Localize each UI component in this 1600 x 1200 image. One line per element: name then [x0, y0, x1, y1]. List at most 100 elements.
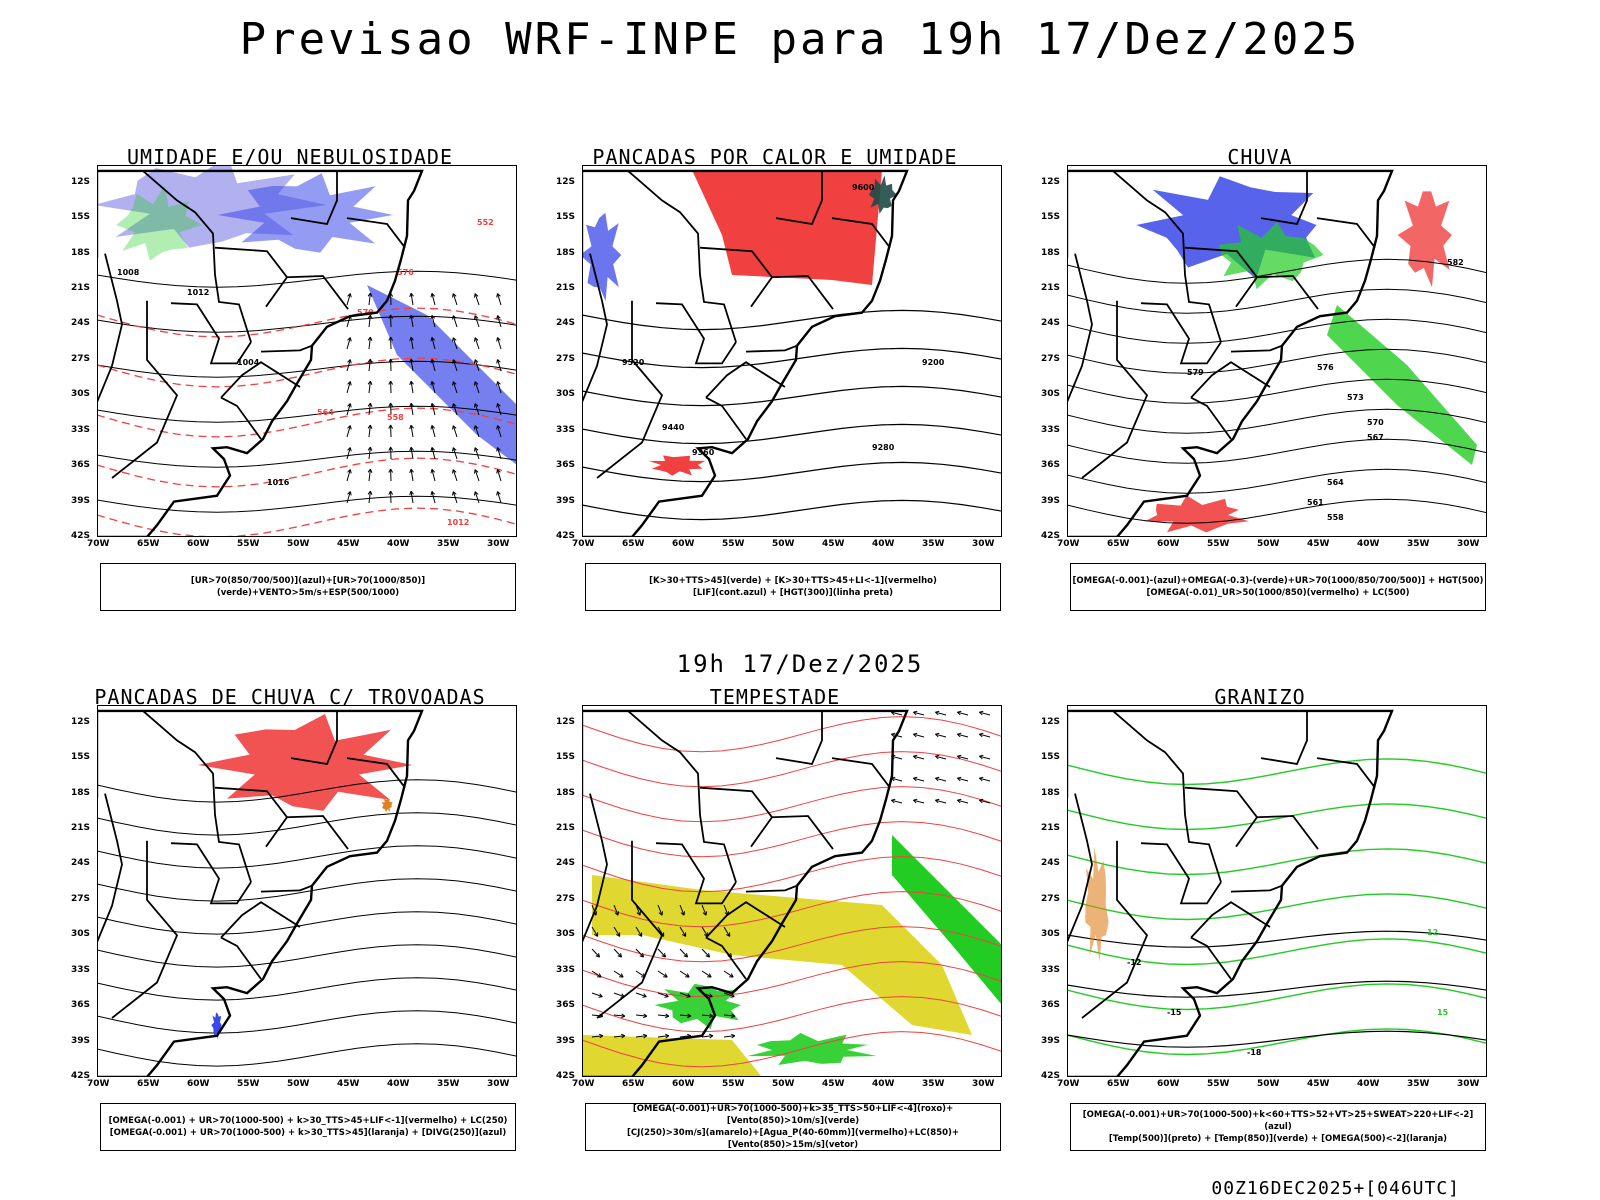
- map-granizo: -12 -15 -18 12 15 12S 15S 18S 21S 24S 27S 30S 33S 36S…: [1041, 705, 1487, 1089]
- lat-tick-label: 30S: [556, 389, 576, 400]
- border-line: [1316, 757, 1376, 789]
- border-line: [655, 842, 737, 905]
- rain-band-green: [1327, 305, 1477, 465]
- lat-tick-label: 15S: [1041, 212, 1061, 223]
- border-line: [831, 217, 891, 249]
- lat-tick-label: 33S: [556, 424, 576, 435]
- divergence-area: [211, 1012, 222, 1040]
- pressure-contour: [97, 360, 517, 378]
- legend-line: [OMEGA(-0.001)+UR>70(1000-500)+k>35_TTS>…: [632, 1104, 954, 1126]
- lat-tick-label: 18S: [71, 247, 91, 258]
- temp850-contour: [1067, 848, 1487, 876]
- lon-tick-label: 60W: [187, 1079, 210, 1089]
- lat-tick-label: 30S: [71, 929, 91, 940]
- lat-tick-label: 24S: [71, 318, 91, 329]
- hgt500-contour: [1067, 258, 1487, 284]
- lat-tick-label: 39S: [556, 495, 576, 506]
- lon-tick-label: 30W: [487, 1079, 510, 1089]
- lat-tick-label: 33S: [71, 964, 91, 975]
- map-chuva: 582 579 576 573 570 567 564 561 558 12S 15S 18S 21S 2…: [1041, 165, 1487, 549]
- contour-label: 9280: [872, 443, 895, 452]
- border-line: [1067, 253, 1093, 405]
- contour-label: 573: [1347, 393, 1364, 402]
- lat-tick-label: 27S: [71, 353, 91, 364]
- rain-area-red: [1397, 191, 1452, 288]
- lon-tick-label: 30W: [1457, 539, 1480, 549]
- heat-shower-area-green: [869, 175, 897, 214]
- contour-label: 1004: [237, 358, 260, 367]
- lon-tick-label: 35W: [437, 1079, 460, 1089]
- border-line: [582, 170, 737, 343]
- contour-label: 1012: [447, 518, 469, 527]
- border-line: [1184, 246, 1258, 278]
- lc850-contour: [582, 856, 1002, 893]
- streamline: [97, 812, 517, 836]
- lif-contour-area: [582, 212, 622, 301]
- coastline: [1067, 169, 1394, 537]
- lc850-contour: [582, 926, 1002, 963]
- lon-tick-label: 65W: [137, 539, 160, 549]
- contour-label: -12: [1127, 958, 1141, 967]
- wind-area-green: [892, 835, 1002, 1005]
- border-line: [699, 786, 773, 818]
- lat-tick-label: 18S: [556, 247, 576, 258]
- hgt500-contour: [1067, 438, 1487, 464]
- rain-area-red: [1144, 495, 1249, 533]
- border-line: [346, 757, 406, 789]
- panel-umidade: UMIDADE E/OU NEBULOSIDADE 1012 1008 1004 10…: [50, 145, 530, 620]
- temp500-contour: [1067, 980, 1487, 998]
- border-line: [170, 842, 252, 905]
- thickness-contour: [97, 307, 517, 338]
- lat-tick-label: 30S: [556, 929, 576, 940]
- map-canvas: 1012 1008 1004 1016 1012 576 570 564 558 552: [97, 165, 517, 537]
- lon-tick-label: 30W: [1457, 1079, 1480, 1089]
- map-tempestade: 12S 15S 18S 21S 24S 27S 30S 33S 36S 39S 42S 70W 65W 6…: [556, 705, 1002, 1089]
- border-line: [1235, 815, 1319, 850]
- panel-tempestade: TEMPESTADE 12S 15S 18S 21S 24S 27S 30S 33S 36S 39…: [535, 685, 1015, 1160]
- contour-label: 561: [1307, 498, 1324, 507]
- lat-tick-label: 21S: [556, 283, 576, 293]
- jet-stream-area-yellow: [592, 875, 972, 1035]
- hgt-contour: [582, 347, 1002, 369]
- lat-tick-label: 42S: [1041, 531, 1061, 541]
- lat-tick-label: 39S: [556, 1035, 576, 1046]
- lat-tick-label: 21S: [1041, 283, 1061, 293]
- contour-label: 558: [387, 413, 404, 422]
- lat-tick-label: 15S: [1041, 752, 1061, 763]
- hgt-contour: [582, 461, 1002, 483]
- map-canvas: [97, 705, 517, 1077]
- hgt500-contour: [1067, 468, 1487, 494]
- thickness-contour: [97, 457, 517, 488]
- temp850-contour: [1067, 983, 1487, 1011]
- contour-label: 579: [1187, 368, 1204, 377]
- border-line: [265, 815, 349, 850]
- border-line: [699, 246, 773, 278]
- contour-label: 12: [1427, 928, 1438, 937]
- lon-tick-label: 55W: [722, 539, 745, 549]
- border-line: [214, 246, 288, 278]
- legend-line: [OMEGA(-0.01)_UR>50(1000/850)(vermelho) …: [1146, 588, 1410, 598]
- lon-tick-label: 60W: [1157, 539, 1180, 549]
- coastline: [582, 169, 909, 537]
- lat-tick-label: 21S: [71, 823, 91, 833]
- contour-label: 9600: [852, 183, 875, 192]
- lon-tick-label: 65W: [622, 539, 645, 549]
- temp850-contour: [1067, 803, 1487, 831]
- border-line: [1067, 170, 1222, 343]
- thickness-contour: [97, 407, 517, 438]
- border-line: [1067, 793, 1093, 945]
- border-line: [596, 300, 664, 479]
- lat-tick-label: 39S: [71, 1035, 91, 1046]
- border-line: [265, 275, 349, 310]
- lat-tick-label: 15S: [71, 212, 91, 223]
- legend-line: [CJ(250)>30m/s](amarelo)+[Agua_P(40-60mm…: [626, 1128, 960, 1150]
- border-line: [1184, 786, 1258, 818]
- border-line: [260, 344, 313, 353]
- coastline: [582, 709, 909, 1077]
- border-line: [220, 361, 301, 399]
- legend-line: [OMEGA(-0.001)+UR>70(1000-500)+k<60+TTS>…: [1082, 1110, 1474, 1132]
- lon-tick-label: 50W: [1257, 1079, 1280, 1089]
- border-line: [1260, 170, 1308, 226]
- lat-tick-label: 15S: [556, 212, 576, 223]
